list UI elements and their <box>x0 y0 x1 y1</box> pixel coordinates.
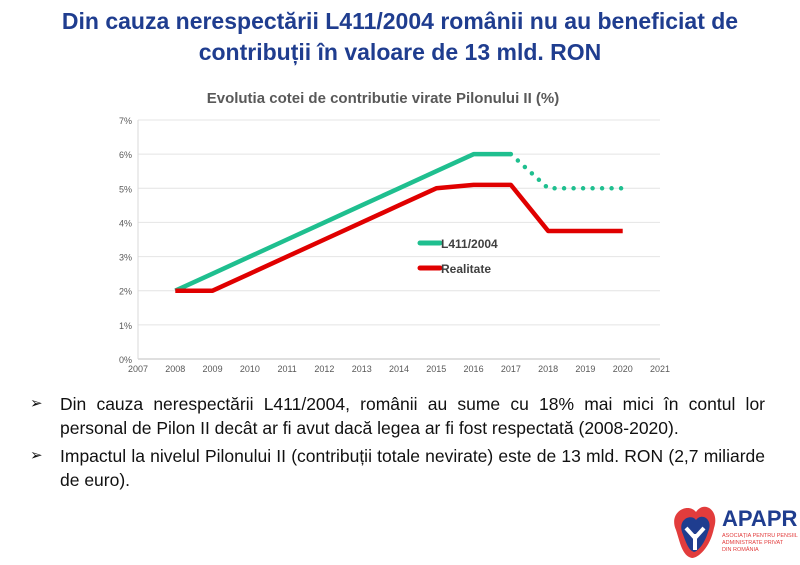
chart-title: Evolutia cotei de contributie virate Pil… <box>207 90 560 107</box>
y-tick-label: 3% <box>119 253 132 263</box>
x-tick-label: 2010 <box>240 364 260 374</box>
svg-text:ASOCIAȚIA PENTRU PENSIILE: ASOCIAȚIA PENTRU PENSIILE <box>722 533 798 539</box>
x-tick-label: 2020 <box>613 364 633 374</box>
slide-title: Din cauza nerespectării L411/2004 români… <box>0 6 800 68</box>
y-tick-label: 5% <box>119 184 132 194</box>
x-tick-label: 2013 <box>352 364 372 374</box>
svg-text:ADMINISTRATE PRIVAT: ADMINISTRATE PRIVAT <box>722 540 784 546</box>
y-tick-label: 0% <box>119 355 132 365</box>
y-tick-label: 7% <box>119 116 132 126</box>
y-tick-label: 1% <box>119 321 132 331</box>
legend-label: L411/2004 <box>441 237 498 251</box>
svg-text:APAPR: APAPR <box>722 506 797 531</box>
x-tick-label: 2015 <box>426 364 446 374</box>
x-tick-label: 2014 <box>389 364 409 374</box>
arrow-bullet-icon: ➢ <box>30 447 43 464</box>
y-tick-label: 2% <box>119 287 132 297</box>
x-tick-label: 2016 <box>464 364 484 374</box>
svg-text:DIN ROMÂNIA: DIN ROMÂNIA <box>722 546 759 553</box>
x-tick-label: 2018 <box>538 364 558 374</box>
title-line-2: contribuții în valoare de 13 mld. RON <box>198 39 602 65</box>
x-tick-label: 2012 <box>314 364 334 374</box>
x-tick-label: 2021 <box>650 364 670 374</box>
x-tick-label: 2011 <box>277 364 296 374</box>
title-line-1: Din cauza nerespectării L411/2004 români… <box>61 8 739 34</box>
bullet-list: ➢ Din cauza nerespectării L411/2004, româ… <box>30 392 780 496</box>
y-tick-label: 6% <box>119 150 132 160</box>
x-tick-label: 2019 <box>575 364 595 374</box>
x-tick-label: 2008 <box>165 364 185 374</box>
x-tick-label: 2009 <box>203 364 223 374</box>
x-tick-label: 2007 <box>128 364 148 374</box>
y-tick-label: 4% <box>119 218 132 228</box>
line-chart: Evolutia cotei de contributie virate Pil… <box>119 90 670 374</box>
x-tick-label: 2017 <box>501 364 521 374</box>
series-line-1 <box>175 182 623 293</box>
bullet-text: Din cauza nerespectării L411/2004, român… <box>60 394 765 438</box>
bullet-item: ➢ Din cauza nerespectării L411/2004, româ… <box>30 392 780 440</box>
series-dotted-line-0 <box>508 151 625 191</box>
arrow-bullet-icon: ➢ <box>30 395 43 412</box>
bullet-item: ➢ Impactul la nivelul Pilonului II (contr… <box>30 444 780 492</box>
bullet-text: Impactul la nivelul Pilonului II (contri… <box>60 446 765 490</box>
apapr-logo: APAPR ASOCIAȚIA PENTRU PENSIILE ADMINIST… <box>674 506 798 558</box>
series-line-0 <box>174 151 511 293</box>
legend-label: Realitate <box>441 262 491 276</box>
